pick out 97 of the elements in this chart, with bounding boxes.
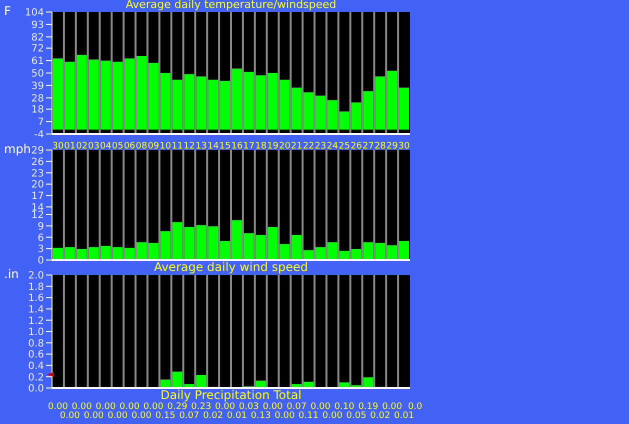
y-tick-label: 7 <box>38 117 44 128</box>
data-label: 0.00 <box>131 411 152 421</box>
data-label: 0.07 <box>179 411 200 421</box>
data-label: 0.03 <box>238 402 259 412</box>
x-tick-label: 28 <box>374 141 386 152</box>
y-tick-label: 0.2 <box>28 372 44 384</box>
y-tick-label: 0.0 <box>28 384 44 395</box>
x-tick-label: 30 <box>52 141 64 152</box>
y-axis-title: .in <box>4 267 19 281</box>
x-tick-label: 25 <box>338 141 350 152</box>
x-tick-label: 06 <box>124 141 136 152</box>
y-tick-label: 20 <box>31 180 44 191</box>
y-tick-label: 1.0 <box>28 327 44 338</box>
x-tick-label: 19 <box>267 141 279 152</box>
y-axis-title: mph <box>4 142 31 156</box>
y-tick-label: 18 <box>31 104 44 116</box>
data-label: 0.01 <box>226 411 247 421</box>
x-tick-label: 26 <box>350 141 362 152</box>
data-label: 0.00 <box>108 411 128 421</box>
x-tick-label: 15 <box>219 141 231 152</box>
y-tick-label: 1.8 <box>28 282 44 293</box>
data-label: 0.02 <box>370 411 390 421</box>
y-tick-label: 104 <box>24 8 44 19</box>
x-tick-label: 05 <box>112 141 124 152</box>
y-tick-label: 28 <box>31 93 44 104</box>
y-tick-label: 61 <box>31 56 44 68</box>
data-label: 0.00 <box>72 402 92 412</box>
x-tick-label: 12 <box>184 141 195 152</box>
data-label: 0.00 <box>382 402 402 412</box>
data-label: 0.02 <box>203 411 224 421</box>
data-label: 0.00 <box>60 411 80 421</box>
data-label: 0.00 <box>96 402 116 412</box>
x-tick-label: 02 <box>76 141 88 152</box>
x-tick-label: 01 <box>64 141 76 152</box>
x-tick-label: 17 <box>243 141 255 152</box>
y-tick-label: 2.0 <box>28 270 44 282</box>
y-tick-label: 3 <box>38 244 44 256</box>
x-tick-label: 14 <box>207 141 220 152</box>
y-tick-label: 82 <box>31 32 44 44</box>
x-tick-label: 16 <box>231 141 243 152</box>
y-tick-label: 93 <box>31 20 44 31</box>
x-tick-label: 23 <box>314 141 326 152</box>
x-tick-label: 11 <box>172 141 184 152</box>
y-tick-label: 39 <box>31 80 44 92</box>
x-tick-label: 10 <box>160 141 172 152</box>
y-tick-label: 1.6 <box>28 293 44 304</box>
data-label: 0.00 <box>322 411 342 421</box>
data-label: 0.00 <box>274 411 295 421</box>
y-tick-label: 23 <box>31 168 44 180</box>
data-label: 0.23 <box>191 402 212 412</box>
data-label: 0.01 <box>394 411 414 421</box>
data-label: 0.00 <box>215 402 236 412</box>
data-label: 0.15 <box>155 411 176 421</box>
x-tick-label: 13 <box>195 141 207 152</box>
y-tick-label: 72 <box>31 44 44 55</box>
chart-title: Average daily temperature/windspeed <box>124 0 338 11</box>
y-tick-label: 1.4 <box>28 304 44 316</box>
x-tick-label: 21 <box>290 141 302 152</box>
y-tick-label: -4 <box>34 130 44 141</box>
x-tick-label: 03 <box>88 141 100 152</box>
data-label: 0.00 <box>143 402 164 412</box>
y-tick-label: 0 <box>38 256 44 267</box>
y-tick-label: 17 <box>31 191 44 202</box>
data-label: 0.10 <box>334 402 354 412</box>
data-label: 0.00 <box>48 402 68 412</box>
y-tick-label: 50 <box>31 68 44 80</box>
x-tick-label: 29 <box>386 141 398 152</box>
data-label: 0.00 <box>262 402 283 412</box>
x-tick-label: 18 <box>255 141 267 152</box>
x-tick-label: 04 <box>100 141 112 152</box>
data-label: 0.07 <box>286 402 307 412</box>
x-tick-label: 24 <box>326 141 338 152</box>
data-label: 0.00 <box>310 402 331 412</box>
y-tick-label: 0.6 <box>28 350 44 361</box>
text: 0.0 <box>408 402 422 412</box>
data-label: 0.00 <box>120 402 140 412</box>
x-axis-title: Average daily wind speed <box>152 260 310 274</box>
data-label: 0.19 <box>358 402 378 412</box>
y-tick-label: 9 <box>38 221 44 232</box>
x-tick-label: 22 <box>302 141 314 152</box>
x-tick-label: 09 <box>148 141 160 152</box>
y-axis-title: F <box>4 4 11 18</box>
y-tick-label: 6 <box>38 232 44 244</box>
data-label: 0.05 <box>346 411 366 421</box>
x-tick-label: 20 <box>278 141 291 152</box>
x-tick-label: 30 <box>398 141 410 152</box>
data-label: 0.00 <box>84 411 104 421</box>
y-tick-label: 0.4 <box>28 360 44 372</box>
x-tick-label: 27 <box>362 141 374 152</box>
y-tick-label: 0.8 <box>28 338 44 350</box>
x-tick-label: 08 <box>136 141 148 152</box>
y-tick-label: 1.2 <box>28 316 44 327</box>
x-axis-title: Daily Precipitation Total <box>159 388 303 402</box>
data-label: 0.11 <box>298 411 319 421</box>
data-label: 0.29 <box>167 402 188 412</box>
data-label: 0.13 <box>250 411 271 421</box>
y-tick-label: 26 <box>31 156 44 168</box>
